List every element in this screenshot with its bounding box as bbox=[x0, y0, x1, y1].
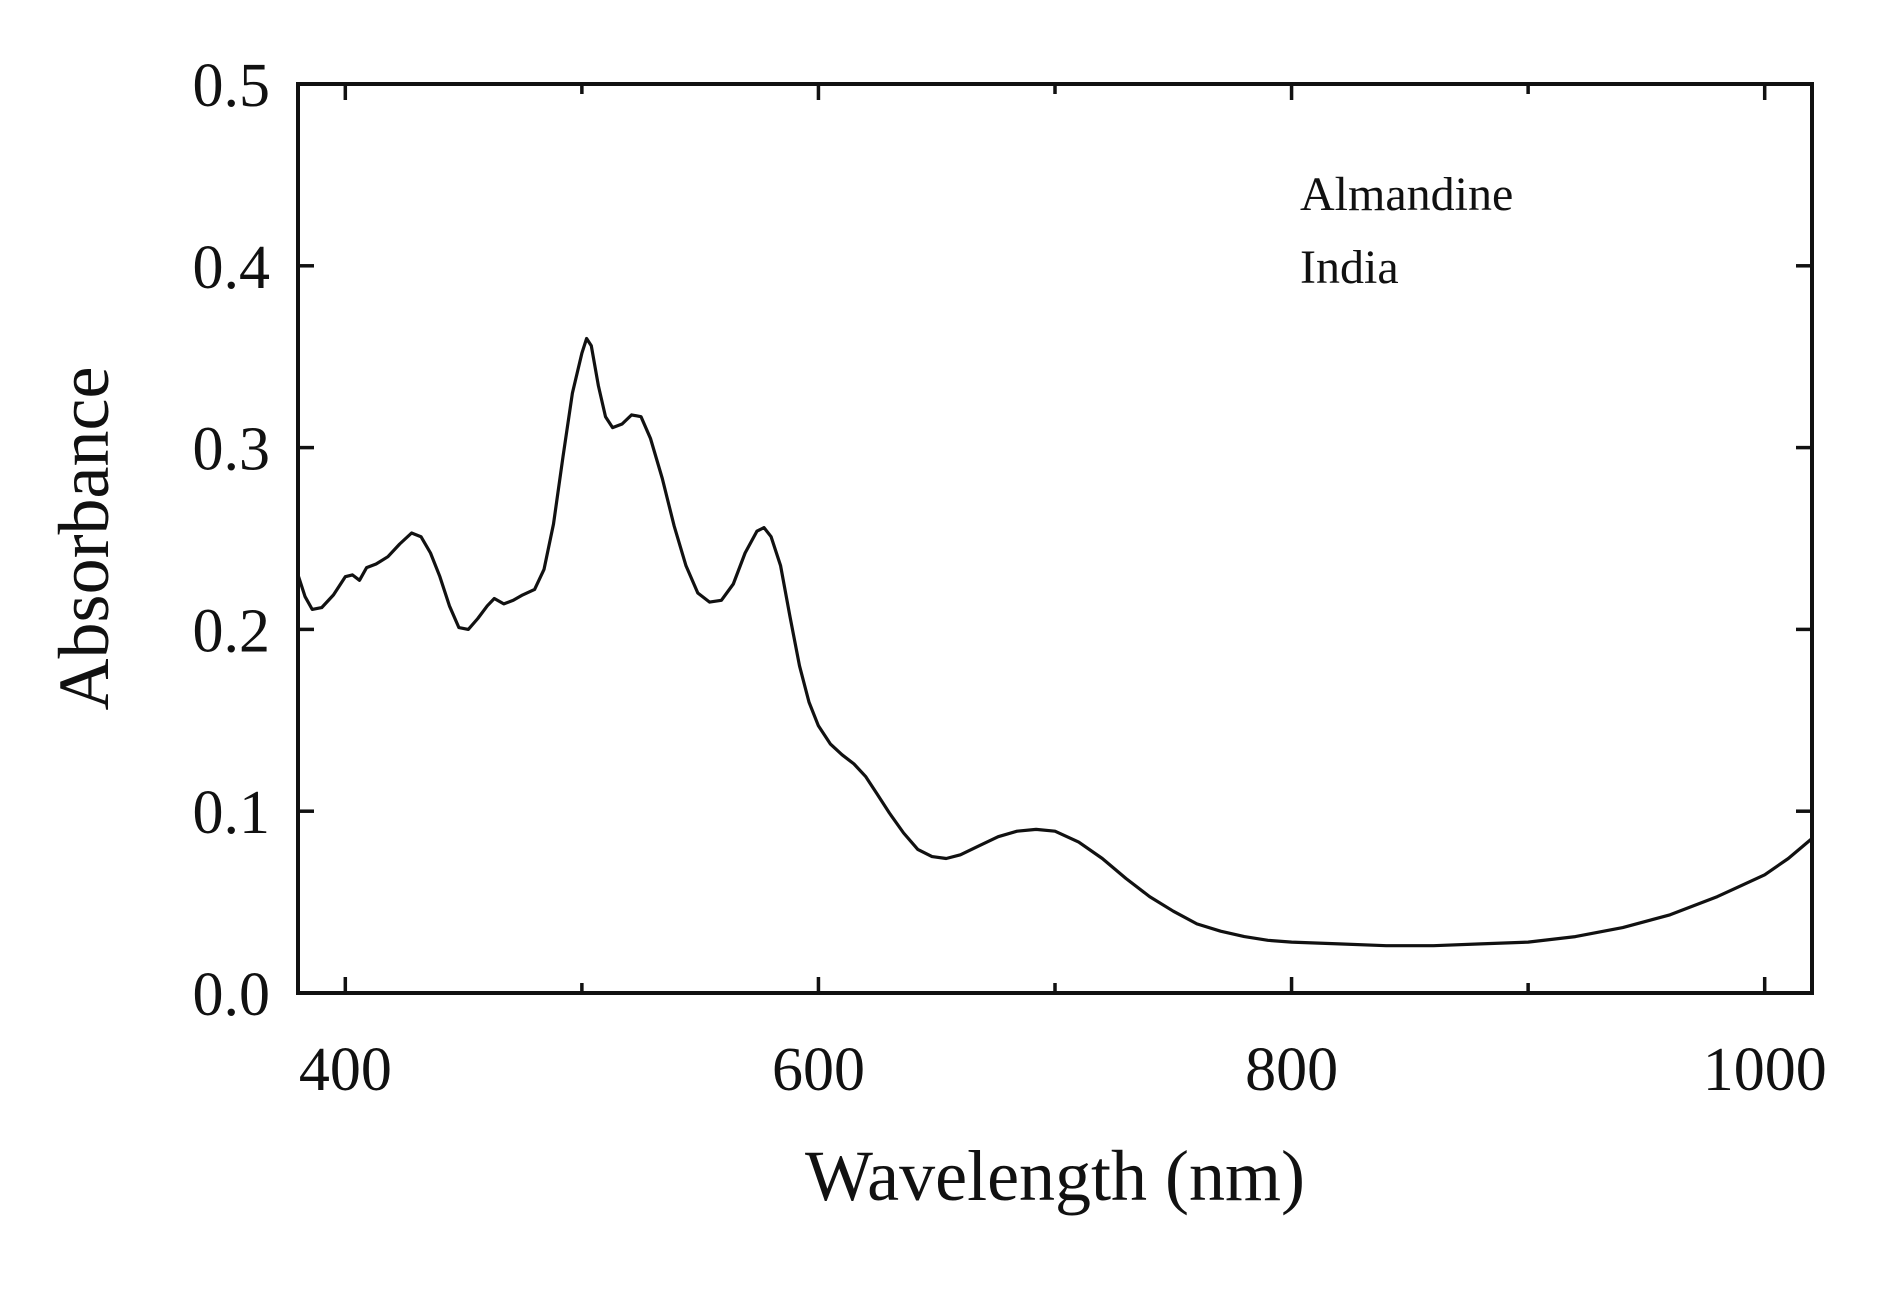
labels-layer: 400 600 800 1000 0.0 0.1 0.2 0.3 0.4 0.5 bbox=[193, 52, 1827, 1104]
annotation-locality: India bbox=[1300, 241, 1399, 294]
x-tick-label: 1000 bbox=[1703, 1036, 1827, 1104]
x-tick-label: 400 bbox=[299, 1036, 392, 1104]
y-tick-label: 0.3 bbox=[193, 416, 271, 484]
x-tick-label: 600 bbox=[772, 1036, 865, 1104]
y-tick-label: 0.5 bbox=[193, 52, 271, 120]
x-tick-label: 800 bbox=[1245, 1036, 1338, 1104]
x-axis-title: Wavelength (nm) bbox=[805, 1136, 1305, 1216]
y-tick-label: 0.1 bbox=[193, 779, 271, 847]
series-line bbox=[296, 336, 1814, 948]
annotation-mineral: Almandine bbox=[1300, 168, 1513, 221]
y-tick-label: 0.4 bbox=[193, 234, 271, 302]
y-axis-title: Absorbance bbox=[44, 367, 124, 711]
y-tick-label: 0.2 bbox=[193, 597, 271, 665]
y-tick-label: 0.0 bbox=[193, 961, 271, 1029]
plot-frame bbox=[296, 82, 1814, 995]
ticks-layer bbox=[298, 82, 1812, 995]
